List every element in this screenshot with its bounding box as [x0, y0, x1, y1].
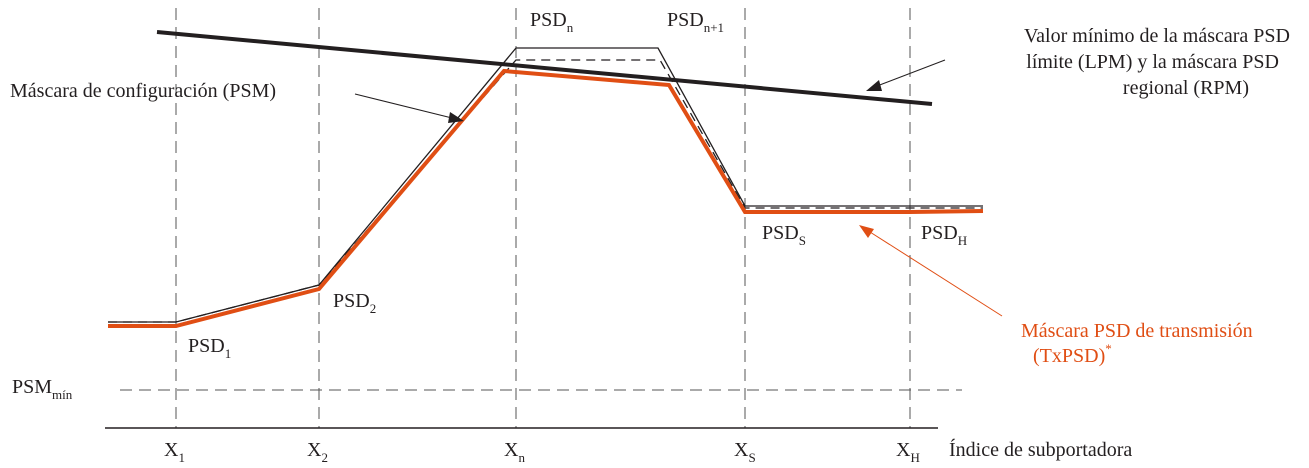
psd-n-label: PSDn — [530, 9, 574, 35]
x-s-main: X — [734, 439, 749, 461]
txpsd-arrow-line — [869, 231, 1003, 317]
psm-min-main: PSM — [12, 376, 52, 398]
psd-h-sub: H — [958, 233, 967, 248]
psd-n1-sub: n+1 — [704, 20, 724, 35]
x-s-label: XS — [734, 439, 756, 465]
psd-1-sub: 1 — [225, 346, 232, 361]
x-n-sub: n — [518, 450, 525, 465]
psd-n-sub: n — [567, 20, 574, 35]
psd-s-main: PSD — [762, 222, 799, 244]
upper-limit-line — [156, 30, 933, 106]
txpsd-label-2: (TxPSD)* — [1033, 341, 1112, 367]
x-h-main: X — [896, 439, 911, 461]
upper-limit-line-1: Valor mínimo de la máscara PSD — [1024, 25, 1290, 47]
x-2-main: X — [307, 439, 322, 461]
psm-dashed-line — [108, 59, 983, 323]
x-h-label: XH — [896, 439, 920, 465]
psm-arrow-line — [354, 93, 453, 119]
upper-limit-label: Valor mínimo de la máscara PSD límite (L… — [1024, 25, 1295, 99]
psd-n1-main: PSD — [667, 9, 704, 31]
psd-2-label: PSD2 — [333, 290, 376, 316]
psd-2-main: PSD — [333, 290, 370, 312]
upper-limit-line-3: regional (RPM) — [1123, 77, 1249, 99]
x-axis-title: Índice de subportadora — [949, 438, 1132, 461]
psd-h-main: PSD — [921, 222, 958, 244]
x-1-main: X — [164, 439, 179, 461]
psd-n1-label: PSDn+1 — [667, 9, 724, 35]
txpsd-label-main: (TxPSD) — [1033, 345, 1105, 367]
x-1-label: X1 — [164, 439, 185, 465]
txpsd-arrow-head — [859, 225, 874, 238]
x-2-label: X2 — [307, 439, 328, 465]
x-2-sub: 2 — [321, 450, 328, 465]
psm-min-sub: mín — [52, 387, 73, 402]
x-n-label: Xn — [504, 439, 525, 465]
psm-arrow-head — [448, 112, 464, 123]
psd-s-sub: S — [799, 233, 806, 248]
limit-arrow-head — [866, 80, 882, 91]
pointer-arrows — [354, 59, 1003, 317]
psd-1-main: PSD — [188, 335, 225, 357]
x-h-sub: H — [910, 450, 919, 465]
vertical-guides — [175, 8, 911, 428]
txpsd-footnote-mark: * — [1105, 341, 1112, 356]
x-1-sub: 1 — [178, 450, 185, 465]
txpsd-line — [108, 68, 984, 328]
x-n-main: X — [504, 439, 519, 461]
psd-s-label: PSDS — [762, 222, 806, 248]
psd-h-label: PSDH — [921, 222, 967, 248]
psd-1-label: PSD1 — [188, 335, 231, 361]
psd-n-main: PSD — [530, 9, 567, 31]
x-s-sub: S — [748, 450, 755, 465]
psd-2-sub: 2 — [370, 301, 377, 316]
txpsd-label: Máscara PSD de transmisión — [1021, 320, 1253, 342]
psm-min-label: PSMmín — [12, 376, 73, 402]
psm-label: Máscara de configuración (PSM) — [10, 80, 276, 102]
limit-arrow-line — [876, 59, 946, 87]
upper-limit-line-2: límite (LPM) y la máscara PSD — [1026, 51, 1279, 73]
